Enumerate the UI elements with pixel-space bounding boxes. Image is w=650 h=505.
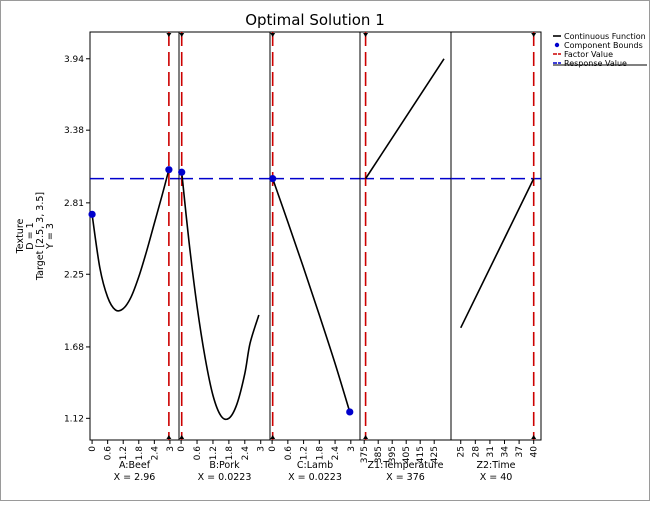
y-tick-label: 1.12: [64, 414, 84, 424]
x-tick-label: 0.6: [284, 446, 294, 461]
x-tick-label: 1.2: [300, 446, 310, 460]
x-tick-label: 425: [430, 446, 440, 463]
y-tick-label: 2.81: [64, 199, 84, 209]
y-axis-label-line: Y = 3: [45, 223, 56, 250]
x-tick-label: 0: [268, 446, 278, 452]
factor-value-marker-top: [166, 33, 172, 37]
panel-frame: [359, 31, 452, 441]
x-value-label: X = 376: [386, 472, 425, 483]
x-value-label: X = 0.0223: [288, 472, 342, 483]
component-bound-point: [269, 175, 277, 183]
continuous-function-line: [364, 58, 445, 180]
x-tick-label: 34: [501, 446, 511, 458]
continuous-function-line: [460, 178, 535, 329]
factor-value-marker-top: [270, 33, 276, 37]
y-axis-label-line: Texture: [15, 218, 26, 254]
y-tick-label: 3.38: [64, 126, 84, 136]
x-tick-label: 3: [166, 446, 176, 452]
x-value-label: X = 0.0223: [198, 472, 252, 483]
legend-label: Continuous Function: [564, 32, 646, 41]
factor-value-marker-bottom: [166, 435, 172, 439]
x-axis-label: B:Pork: [209, 460, 240, 471]
x-tick-label: 415: [416, 446, 426, 463]
factor-value-marker-bottom: [179, 435, 185, 439]
x-tick-label: 3: [347, 446, 357, 452]
x-tick-label: 25: [457, 446, 467, 457]
x-value-label: X = 40: [480, 472, 513, 483]
x-tick-label: 0.6: [193, 446, 203, 461]
x-tick-label: 405: [402, 446, 412, 463]
x-tick-label: 31: [486, 446, 496, 457]
component-bound-point: [178, 168, 186, 176]
legend-label: Component Bounds: [564, 41, 643, 50]
x-tick-label: 2.4: [241, 446, 251, 461]
y-axis-label-line: D = 1: [25, 222, 36, 249]
panel-frame: [178, 31, 271, 441]
x-value-label: X = 2.96: [114, 472, 156, 483]
panel-frame: [269, 31, 361, 441]
panel-frame: [450, 31, 542, 441]
x-tick-label: 1.8: [315, 446, 325, 461]
x-tick-label: 1.2: [209, 446, 219, 460]
plot-panels: 1.12 1.68 2.25 2.81 3.38 3.94 0 0.6 1.2 1.8 2.4 3 A:…: [64, 31, 542, 483]
factor-value-marker-bottom: [531, 435, 537, 439]
y-axis-label: Texture D = 1 Target [2.5, 3, 3.5] Y = 3: [15, 192, 56, 281]
component-bound-point: [165, 166, 173, 174]
component-bound-point: [88, 210, 96, 218]
x-axis-label: A:Beef: [119, 460, 151, 471]
y-tick-label: 3.94: [64, 55, 84, 65]
x-tick-label: 1.2: [119, 446, 129, 460]
component-bound-point: [346, 408, 354, 416]
x-tick-label: 395: [388, 446, 398, 463]
x-tick-label: 1.8: [135, 446, 145, 461]
legend-dot-bounds: [554, 42, 560, 48]
x-tick-label: 37: [515, 446, 525, 457]
x-tick-label: 0: [177, 446, 187, 452]
continuous-function-line: [180, 172, 260, 421]
factor-value-marker-top: [531, 33, 537, 37]
x-axis-label: Z2:Time: [476, 460, 515, 471]
continuous-function-line: [91, 169, 170, 312]
x-tick-label: 28: [471, 446, 481, 458]
x-tick-label: 2.4: [331, 446, 341, 461]
legend-label: Response Value: [564, 59, 627, 68]
y-tick-label: 1.68: [64, 343, 84, 353]
legend-label: Factor Value: [564, 50, 613, 59]
x-tick-label: 1.8: [225, 446, 235, 461]
x-tick-label: 0.6: [104, 446, 114, 461]
x-tick-label: 3: [257, 446, 267, 452]
continuous-function-line: [271, 178, 351, 413]
factor-value-marker-top: [363, 33, 369, 37]
x-axis-label: C:Lamb: [297, 460, 333, 471]
x-tick-label: 2.4: [150, 446, 160, 461]
x-tick-label: 375: [360, 446, 370, 463]
factor-value-marker-bottom: [270, 435, 276, 439]
x-axis-label: Z1:Temperature: [368, 460, 444, 471]
y-axis-label-line: Target [2.5, 3, 3.5]: [35, 192, 46, 281]
x-tick-label: 0: [88, 446, 98, 452]
panel-frame: [89, 31, 180, 441]
chart-title: Optimal Solution 1: [245, 11, 385, 29]
factor-value-marker-bottom: [363, 435, 369, 439]
x-tick-label: 385: [374, 446, 384, 463]
y-tick-label: 2.25: [64, 270, 84, 280]
factor-value-marker-top: [179, 33, 185, 37]
x-tick-label: 40: [530, 446, 540, 458]
